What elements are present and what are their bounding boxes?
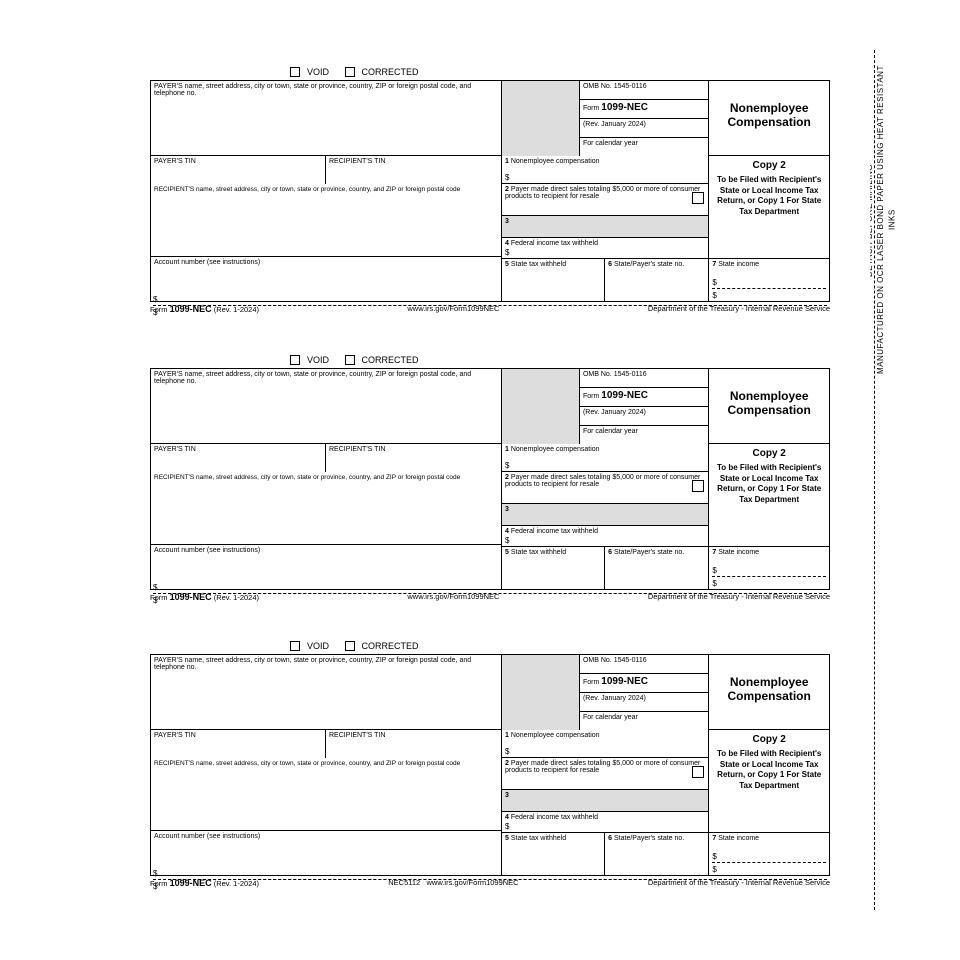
omb-number: OMB No. 1545-0116	[580, 81, 708, 100]
box-4[interactable]: 4 Federal income tax withheld$	[502, 526, 708, 548]
copy-designation: Copy 2 To be Filed with Recipient's Stat…	[709, 156, 829, 259]
box-5[interactable]: 5 State tax withheld$$	[502, 547, 605, 589]
form-1099-nec-copy-1: VOID CORRECTED PAYER'S name, street addr…	[150, 64, 830, 318]
box-6[interactable]: 6 State/Payer's state no.	[605, 547, 708, 589]
box-2[interactable]: 2 Payer made direct sales totaling $5,00…	[502, 472, 708, 504]
box-5[interactable]: 5 State tax withheld$$	[502, 833, 605, 875]
box-2[interactable]: 2 Payer made direct sales totaling $5,00…	[502, 758, 708, 790]
payer-info-field[interactable]: PAYER'S name, street address, city or to…	[151, 369, 501, 444]
payer-tin-field[interactable]: PAYER'S TIN	[151, 730, 326, 758]
recipient-tin-field[interactable]: RECIPIENT'S TIN	[326, 730, 501, 758]
recipient-info-field[interactable]: RECIPIENT'S name, street address, city o…	[151, 472, 501, 545]
box-3: 3	[502, 504, 708, 526]
calendar-year: For calendar year	[580, 138, 708, 156]
revision-date: (Rev. January 2024)	[580, 119, 708, 138]
box-7-state-income[interactable]: 7 State income$$	[709, 259, 829, 301]
box-5-state-tax[interactable]: 5 State tax withheld$$	[502, 259, 605, 301]
box-4[interactable]: 4 Federal income tax withheld$	[502, 812, 708, 834]
top-checkboxes: VOID CORRECTED	[150, 64, 830, 80]
box-3: 3	[502, 790, 708, 812]
box-7[interactable]: 7 State income$$	[709, 833, 829, 875]
payer-tin-field[interactable]: PAYER'S TIN	[151, 444, 326, 472]
corrected-checkbox[interactable]	[345, 67, 355, 77]
form-1099-nec-copy-2: VOID CORRECTED PAYER'S name, street addr…	[150, 352, 830, 606]
box-1-nonemployee-comp[interactable]: 1 Nonemployee compensation$	[502, 156, 708, 184]
box-2-checkbox[interactable]	[692, 192, 704, 204]
payer-info-field[interactable]: PAYER'S name, street address, city or to…	[151, 655, 501, 730]
form-number: Form 1099-NEC	[580, 100, 708, 119]
payer-tin-field[interactable]: PAYER'S TIN	[151, 156, 326, 184]
corrected-checkbox[interactable]	[345, 355, 355, 365]
account-number-field[interactable]: Account number (see instructions)	[151, 831, 501, 875]
account-number-field[interactable]: Account number (see instructions)	[151, 545, 501, 589]
corrected-checkbox[interactable]	[345, 641, 355, 651]
box-6[interactable]: 6 State/Payer's state no.	[605, 833, 708, 875]
form-title: Nonemployee Compensation	[709, 81, 829, 156]
box-1[interactable]: 1 Nonemployee compensation$	[502, 444, 708, 472]
recipient-tin-field[interactable]: RECIPIENT'S TIN	[326, 156, 501, 184]
box-1[interactable]: 1 Nonemployee compensation$	[502, 730, 708, 758]
recipient-info-field[interactable]: RECIPIENT'S name, street address, city o…	[151, 758, 501, 831]
box-4-fed-tax-withheld[interactable]: 4 Federal income tax withheld$	[502, 238, 708, 260]
void-checkbox[interactable]	[290, 67, 300, 77]
grey-placeholder	[502, 81, 580, 156]
box-7[interactable]: 7 State income$$	[709, 547, 829, 589]
payer-info-field[interactable]: PAYER'S name, street address, city or to…	[151, 81, 501, 156]
form-1099-nec-copy-3: VOID CORRECTED PAYER'S name, street addr…	[150, 638, 830, 892]
recipient-tin-field[interactable]: RECIPIENT'S TIN	[326, 444, 501, 472]
recipient-info-field[interactable]: RECIPIENT'S name, street address, city o…	[151, 184, 501, 257]
box-6-state-no[interactable]: 6 State/Payer's state no.	[605, 259, 708, 301]
box-3: 3	[502, 216, 708, 238]
form-page: VOID CORRECTED PAYER'S name, street addr…	[110, 50, 870, 910]
box-2-direct-sales[interactable]: 2 Payer made direct sales totaling $5,00…	[502, 184, 708, 216]
void-checkbox[interactable]	[290, 355, 300, 365]
account-number-field[interactable]: Account number (see instructions)	[151, 257, 501, 301]
void-checkbox[interactable]	[290, 641, 300, 651]
